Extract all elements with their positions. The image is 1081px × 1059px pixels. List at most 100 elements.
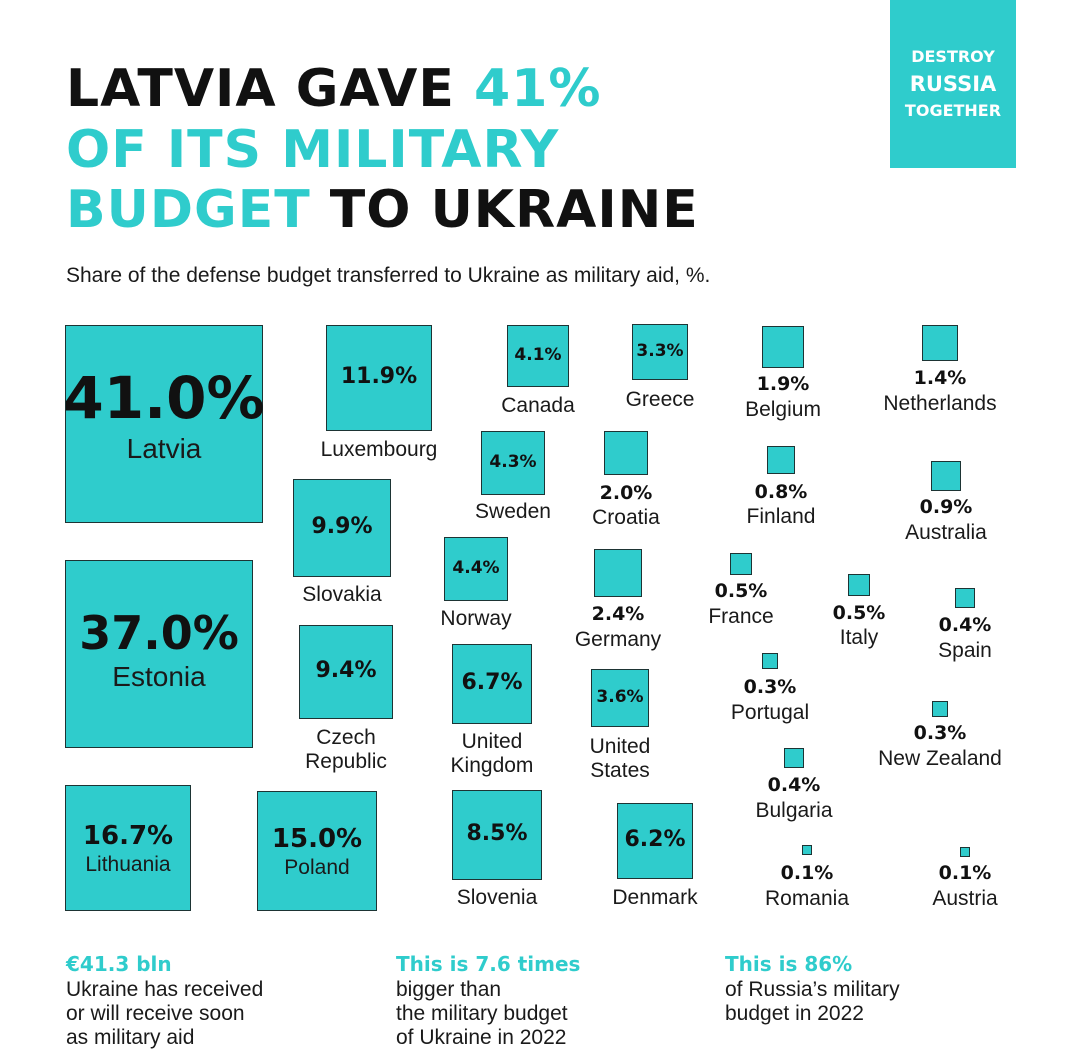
value-label: 0.1% (780, 862, 834, 884)
square-greece (631, 323, 689, 381)
country-label: Poland (284, 855, 350, 879)
value-label: 4.1% (514, 344, 562, 365)
stat-russia-budget: This is 86% of Russia’s military budget … (725, 952, 900, 1026)
value-label: 41.0% (63, 363, 265, 432)
square-poland (257, 791, 377, 911)
square-netherlands (921, 324, 959, 362)
value-label: 1.9% (756, 373, 810, 395)
square-belgium (761, 325, 805, 369)
country-label: Germany (574, 628, 662, 651)
value-label: 0.3% (743, 676, 797, 698)
badge-line: DESTROY (911, 47, 995, 66)
country-label: Portugal (730, 701, 810, 724)
country-label: Greece (625, 388, 695, 411)
square-romania (802, 845, 812, 855)
value-label: 9.9% (311, 513, 373, 539)
title-line-2: OF ITS MILITARY (66, 120, 560, 180)
country-label: United Kingdom (450, 730, 534, 777)
country-label: Denmark (612, 886, 698, 909)
value-label: 6.7% (461, 669, 523, 695)
stat-body: bigger than the military budget of Ukrai… (396, 978, 568, 1049)
value-label: 0.3% (913, 722, 967, 744)
square-australia (931, 461, 961, 491)
square-new-zealand (931, 700, 949, 718)
value-label: 3.3% (636, 340, 684, 361)
country-label: Luxembourg (320, 438, 438, 461)
square-estonia (64, 559, 254, 749)
country-label: Latvia (126, 432, 202, 464)
stat-headline: €41.3 bln (66, 952, 172, 976)
country-label: New Zealand (878, 747, 1002, 770)
square-germany (594, 549, 642, 597)
square-norway (443, 536, 509, 602)
country-label: Italy (839, 626, 879, 649)
square-finland (767, 446, 795, 474)
value-label: 0.1% (938, 862, 992, 884)
stat-headline: This is 86% (725, 952, 853, 976)
chart-subtitle: Share of the defense budget transferred … (66, 264, 711, 287)
country-label: Estonia (112, 660, 206, 692)
value-label: 1.4% (913, 367, 967, 389)
country-label: Spain (938, 639, 992, 662)
square-portugal (761, 652, 779, 670)
badge-line: RUSSIA (909, 72, 997, 96)
value-label: 2.0% (599, 482, 653, 504)
stat-ukraine-budget: This is 7.6 times bigger than the milita… (396, 952, 580, 1050)
value-label: 0.8% (754, 481, 808, 503)
country-label: Australia (905, 521, 987, 544)
square-spain (955, 588, 975, 608)
square-bulgaria (784, 748, 804, 768)
value-label: 15.0% (271, 824, 363, 855)
stat-total-aid: €41.3 bln Ukraine has received or will r… (66, 952, 263, 1050)
square-latvia (65, 325, 263, 523)
square-sweden (480, 430, 546, 496)
square-austria (960, 847, 970, 857)
country-label: France (708, 605, 774, 628)
country-label: Belgium (745, 398, 821, 421)
title-text: TO UKRAINE (310, 180, 699, 240)
value-label: 4.3% (489, 451, 537, 472)
country-label: Canada (501, 394, 575, 417)
country-label: Norway (440, 607, 512, 630)
stat-body: of Russia’s military budget in 2022 (725, 978, 900, 1025)
square-france (730, 553, 752, 575)
country-label: Austria (932, 887, 998, 910)
value-label: 16.7% (82, 821, 174, 852)
country-label: Lithuania (85, 852, 171, 876)
square-united-states (590, 668, 650, 728)
country-label: Bulgaria (755, 799, 833, 822)
title-line-1: LATVIA GAVE 41% (66, 63, 602, 115)
title-text: LATVIA GAVE (66, 59, 475, 119)
square-united-kingdom (451, 643, 532, 724)
square-luxembourg (325, 324, 433, 432)
title-line-3: BUDGET TO UKRAINE (66, 184, 699, 236)
country-label: Slovakia (302, 583, 382, 606)
value-label: 37.0% (79, 606, 239, 661)
stat-body: Ukraine has received or will receive soo… (66, 978, 264, 1049)
value-label: 6.2% (624, 826, 686, 852)
square-slovenia (451, 789, 543, 881)
badge-line: TOGETHER (904, 101, 1002, 120)
country-label: Romania (764, 887, 850, 910)
title-highlight: 41% (474, 59, 602, 119)
value-label: 0.9% (919, 496, 973, 518)
value-label: 11.9% (340, 363, 418, 389)
campaign-badge: DESTROY RUSSIA TOGETHER (890, 0, 1016, 168)
country-label: Sweden (475, 500, 551, 523)
value-label: 9.4% (315, 657, 377, 683)
value-label: 0.5% (832, 602, 886, 624)
square-croatia (604, 431, 648, 475)
square-slovakia (293, 479, 391, 577)
value-label: 0.5% (714, 580, 768, 602)
country-label: Czech Republic (305, 726, 387, 773)
value-label: 0.4% (938, 614, 992, 636)
country-label: Slovenia (456, 886, 538, 909)
country-label: Finland (746, 505, 816, 528)
square-denmark (616, 802, 694, 880)
value-label: 2.4% (591, 603, 645, 625)
square-italy (848, 574, 870, 596)
title-highlight: BUDGET (66, 180, 311, 240)
country-label: United States (589, 735, 651, 782)
value-label: 4.4% (452, 557, 500, 578)
